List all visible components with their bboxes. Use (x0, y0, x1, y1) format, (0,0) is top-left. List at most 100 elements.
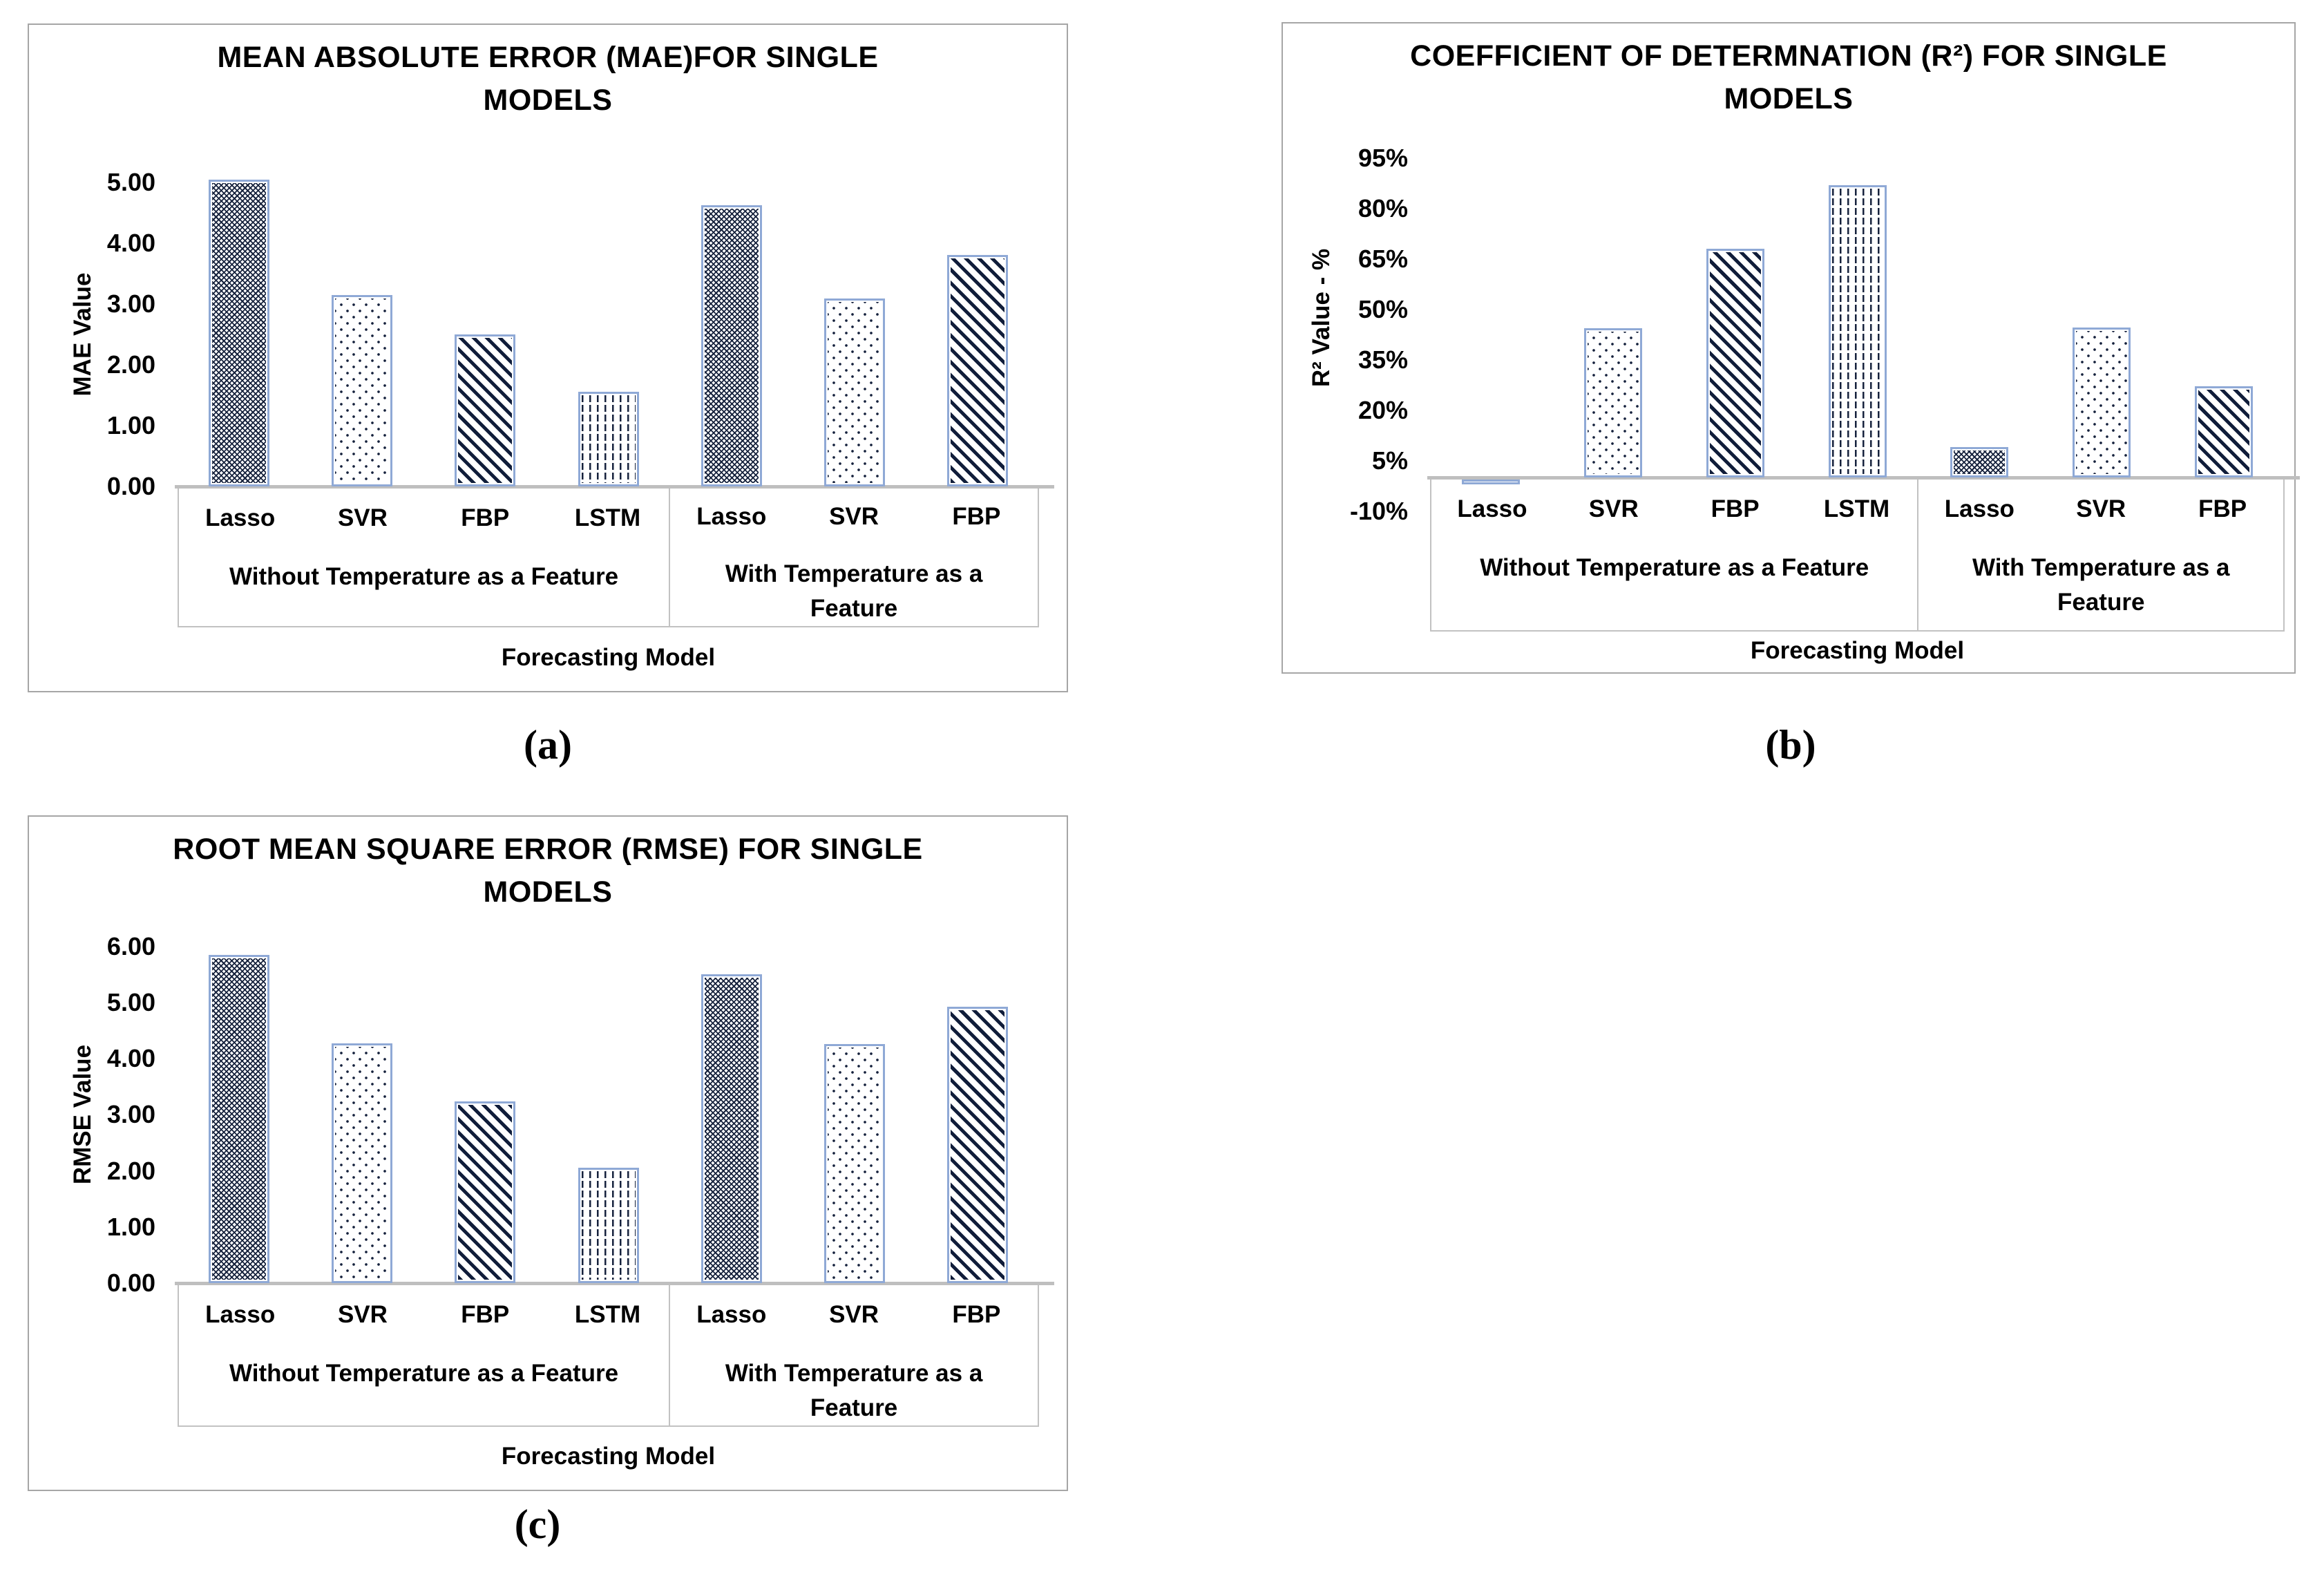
y-tick-label: 20% (1358, 395, 1408, 424)
y-tick-label: 65% (1358, 244, 1408, 273)
bar-pattern-fill (2075, 330, 2127, 474)
bar-fbp-g1 (455, 1101, 516, 1283)
chart-rmse-title-line2: MODELS (483, 875, 613, 909)
bar-svr-g1 (332, 1043, 393, 1283)
caption-a: (a) (524, 722, 572, 768)
y-tick-label: 5.00 (106, 988, 155, 1016)
chart-r2-title-line1: COEFFICIENT OF DETERMNATION (R²) FOR SIN… (1410, 39, 2167, 73)
bar-lasso-g2 (701, 974, 762, 1283)
y-tick-label: -10% (1349, 496, 1408, 525)
bar-pattern-fill (458, 1104, 513, 1280)
bar-pattern-fill (950, 1009, 1004, 1280)
category-label-svr: SVR (2076, 495, 2126, 522)
y-tick-label: 2.00 (106, 1156, 155, 1185)
category-label-row: Lasso SVR FBP (670, 1283, 1038, 1347)
category-label-lstm: LSTM (574, 1301, 641, 1328)
bar-svr-g1 (1584, 328, 1643, 477)
bar-pattern-fill (1709, 252, 1761, 474)
category-label-row: Lasso SVR FBP LSTM (179, 486, 669, 550)
bar-pattern-fill (704, 978, 759, 1280)
y-tick-label: 5.00 (106, 168, 155, 196)
bar-fbp-g2 (946, 254, 1008, 486)
y-tick-label: 3.00 (106, 1100, 155, 1129)
category-label-lstm: LSTM (1823, 495, 1890, 522)
group-label-2: With Temperature as a Feature (725, 1360, 983, 1421)
group-label-1: Without Temperature as a Feature (229, 563, 619, 590)
category-label-svr: SVR (337, 1301, 388, 1328)
group-cell-1: Lasso SVR FBP LSTM Without Temperature as a … (1431, 477, 1917, 630)
group-cell-1: Lasso SVR FBP LSTM Without Temperature as a … (179, 486, 669, 626)
bar-pattern-fill (212, 958, 267, 1280)
bar-pattern-fill (827, 1048, 882, 1280)
y-tick-label: 50% (1358, 294, 1408, 323)
category-label-fbp: FBP (2198, 495, 2247, 522)
bar-fbp-g1 (455, 334, 516, 486)
chart-mae-title: MEAN ABSOLUTE ERROR (MAE)FOR SINGLE MODE… (29, 36, 1067, 122)
y-tick-label: 0.00 (106, 472, 155, 500)
caption-b: (b) (1765, 722, 1816, 768)
bar-pattern-fill (335, 1047, 390, 1280)
chart-r2-title: COEFFICIENT OF DETERMNATION (R²) FOR SIN… (1283, 35, 2294, 120)
y-tick-label: 0.00 (106, 1269, 155, 1297)
category-label-lasso: Lasso (1457, 495, 1527, 522)
y-tick-label: 35% (1358, 345, 1408, 374)
category-label-fbp: FBP (461, 504, 510, 531)
bar-fbp-g2 (946, 1006, 1008, 1283)
chart-rmse-title-line1: ROOT MEAN SQUARE ERROR (RMSE) FOR SINGLE (173, 833, 923, 866)
bar-svr-g1 (332, 294, 393, 486)
group-cell-2: Lasso SVR FBP With Temperature as a Feature (669, 486, 1038, 626)
group-label-2: With Temperature as a Feature (725, 560, 983, 622)
caption-c: (c) (514, 1501, 561, 1547)
y-tick-label: 6.00 (106, 931, 155, 960)
category-label-lasso: Lasso (696, 1301, 767, 1328)
category-label-lasso: Lasso (1944, 495, 2015, 522)
bar-pattern-fill (581, 1170, 636, 1280)
category-label-svr: SVR (1588, 495, 1639, 522)
y-tick-label: 4.00 (106, 229, 155, 257)
bar-pattern-fill (1588, 331, 1639, 474)
group-cell-2: Lasso SVR FBP With Temperature as a Feature (1917, 477, 2283, 630)
category-label-lstm: LSTM (574, 504, 641, 531)
bar-lasso-g1 (209, 179, 270, 486)
y-tick-label: 80% (1358, 193, 1408, 222)
bar-pattern-fill (212, 182, 267, 483)
x-axis-line (175, 1282, 1054, 1285)
rmse-x-axis-title: Forecasting Model (501, 1443, 716, 1470)
y-tick-label: 4.00 (106, 1044, 155, 1073)
group-label-1: Without Temperature as a Feature (229, 1360, 619, 1387)
bar-pattern-fill (704, 208, 759, 483)
category-label-lasso: Lasso (205, 1301, 276, 1328)
bar-pattern-fill (950, 258, 1004, 483)
chart-rmse-title: ROOT MEAN SQUARE ERROR (RMSE) FOR SINGLE… (29, 828, 1067, 913)
category-label-fbp: FBP (952, 503, 1001, 530)
x-axis-line (1427, 476, 2300, 480)
group-cell-1: Lasso SVR FBP LSTM Without Temperature as a … (179, 1283, 669, 1425)
bar-svr-g2 (2072, 327, 2131, 477)
category-label-row: Lasso SVR FBP LSTM (1431, 477, 1917, 541)
category-axis-box: Lasso SVR FBP LSTM Without Temperature as a … (178, 486, 1039, 627)
x-axis-line (175, 485, 1054, 489)
chart-rmse: ROOT MEAN SQUARE ERROR (RMSE) FOR SINGLE… (28, 815, 1068, 1491)
category-label-fbp: FBP (1711, 495, 1760, 522)
bar-lasso-g1 (1462, 480, 1521, 485)
bar-pattern-fill (827, 302, 882, 483)
bar-pattern-fill (1831, 188, 1883, 474)
bar-lstm-g1 (578, 391, 639, 486)
y-tick-label: 1.00 (106, 1212, 155, 1241)
bar-lasso-g2 (1950, 447, 2009, 477)
group-label-1: Without Temperature as a Feature (1480, 554, 1869, 581)
group-label-2: With Temperature as a Feature (1972, 554, 2230, 616)
chart-mae-title-line1: MEAN ABSOLUTE ERROR (MAE)FOR SINGLE (217, 41, 879, 74)
mae-x-axis-title: Forecasting Model (501, 644, 716, 671)
chart-r2: COEFFICIENT OF DETERMNATION (R²) FOR SIN… (1282, 22, 2300, 674)
r2-x-axis-title: Forecasting Model (1750, 637, 1965, 664)
bar-pattern-fill (458, 338, 513, 483)
bar-pattern-fill (581, 395, 636, 483)
y-tick-label: 3.00 (106, 290, 155, 318)
y-tick-label: 2.00 (106, 350, 155, 379)
chart-mae-title-line2: MODELS (483, 84, 613, 117)
category-label-row: Lasso SVR FBP (670, 486, 1038, 547)
group-cell-2: Lasso SVR FBP With Temperature as a Feature (669, 1283, 1038, 1425)
y-tick-label: 5% (1371, 446, 1408, 475)
